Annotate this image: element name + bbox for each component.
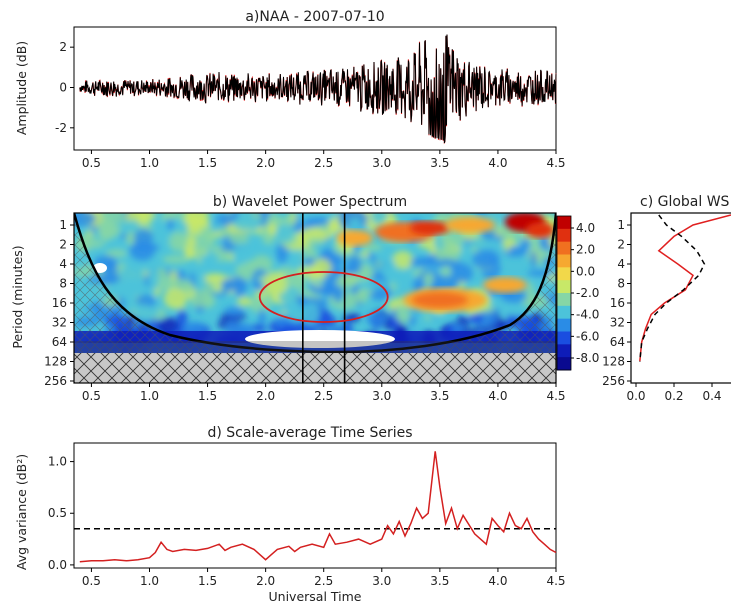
panel-c-red-series	[639, 214, 731, 362]
panel-b-title: b) Wavelet Power Spectrum	[213, 194, 407, 210]
panel-b-heatmap	[74, 213, 556, 383]
colorbar-segment	[557, 216, 571, 230]
colorbar-tick: 2.0	[576, 243, 595, 257]
colorbar-tick: -6.0	[576, 329, 599, 343]
panel-a-ytick: 0	[59, 80, 67, 94]
panel-a-xtick: 1.5	[198, 156, 217, 170]
panel-b-xtick: 2.0	[256, 389, 275, 403]
colorbar-tick: 4.0	[576, 221, 595, 235]
panel-a-xtick: 3.0	[372, 156, 391, 170]
panel-b-ytick: 8	[59, 277, 67, 291]
panel-c-xtick: 0.0	[626, 389, 645, 403]
panel-c-ytick: 256	[602, 374, 625, 388]
panel-a-ytick: 2	[59, 40, 67, 54]
panel-b-xtick: 1.5	[198, 389, 217, 403]
colorbar-segment	[557, 280, 571, 294]
panel-b-ytick: 32	[52, 316, 67, 330]
panel-c-frame	[630, 212, 731, 384]
panel-a-xtick: 3.5	[430, 156, 449, 170]
panel-d-frame	[73, 442, 557, 569]
panel-c-xtick: 0.4	[702, 389, 721, 403]
panel-c-title: c) Global WS	[640, 194, 730, 210]
panel-c-ytick: 32	[610, 316, 625, 330]
panel-a-black-series	[79, 34, 557, 144]
panel-b-hatch-band	[74, 353, 556, 383]
panel-a-xtick: 2.5	[314, 156, 333, 170]
panel-a-xtick: 4.0	[488, 156, 507, 170]
panel-d-ytick: 0.0	[48, 558, 67, 572]
panel-b: 1 2 4 8 16 32 64 128 256 0.5 1.0 1.5 2.0 2.5 3.0 3.5 4.0…	[44, 212, 599, 403]
panel-b-ytick: 2	[59, 238, 67, 252]
panel-d-xtick: 4.0	[488, 574, 507, 588]
panel-a-title: a)NAA - 2007-07-10	[245, 9, 384, 25]
panel-d-xtick: 0.5	[82, 574, 101, 588]
panel-c-ytick: 128	[602, 355, 625, 369]
panel-d-xtick: 1.5	[198, 574, 217, 588]
panel-d-ytick: 0.5	[48, 506, 67, 520]
panel-d-xtick: 4.5	[546, 574, 565, 588]
colorbar-segment	[557, 305, 571, 320]
panel-c-ytick: 2	[617, 238, 625, 252]
panel-c-ytick: 64	[610, 335, 625, 349]
panel-b-xtick: 2.5	[314, 389, 333, 403]
panel-a: 0.5 1.0 1.5 2.0 2.5 3.0 3.5 4.0 4.5 -2 0 2	[55, 26, 566, 170]
panel-d-ytick: 1.0	[48, 455, 67, 469]
panel-d-xtick: 2.5	[314, 574, 333, 588]
colorbar-segment	[557, 344, 571, 358]
panel-a-ylabel: Amplitude (dB)	[14, 41, 29, 135]
colorbar-tick: -2.0	[576, 286, 599, 300]
panel-b-xtick: 0.5	[82, 389, 101, 403]
colorbar-segment	[557, 318, 571, 332]
panel-b-ytick: 128	[44, 355, 67, 369]
panel-d-xlabel: Universal Time	[269, 589, 362, 604]
colorbar-tick: 0.0	[576, 264, 595, 278]
colorbar-segment	[557, 254, 571, 268]
colorbar-segment	[557, 241, 571, 255]
panel-d-xtick: 2.0	[256, 574, 275, 588]
panel-b-ylabel: Period (minutes)	[10, 245, 25, 348]
panel-a-ytick: -2	[55, 121, 67, 135]
panel-d-xtick: 1.0	[140, 574, 159, 588]
panel-a-xtick: 2.0	[256, 156, 275, 170]
panel-c-xtick: 0.2	[664, 389, 683, 403]
colorbar-tick: -8.0	[576, 351, 599, 365]
panel-c-ytick: 8	[617, 277, 625, 291]
panel-b-ytick: 64	[52, 335, 67, 349]
colorbar-segment	[557, 331, 571, 345]
panel-d: 0.5 1.0 1.5 2.0 2.5 3.0 3.5 4.0 4.5 0.0 0.5 1.0	[48, 442, 566, 588]
panel-b-coi-line	[74, 213, 556, 354]
panel-d-xtick: 3.0	[372, 574, 391, 588]
panel-b-frame	[73, 212, 557, 384]
panel-b-xtick: 3.0	[372, 389, 391, 403]
panel-b-xtick: 4.0	[488, 389, 507, 403]
panel-b-xtick: 3.5	[430, 389, 449, 403]
panel-b-ytick: 4	[59, 257, 67, 271]
colorbar-segment	[557, 357, 571, 371]
panel-c-ytick: 16	[610, 296, 625, 310]
colorbar-segment	[557, 267, 571, 281]
panel-a-xtick: 1.0	[140, 156, 159, 170]
panel-d-xtick: 3.5	[430, 574, 449, 588]
panel-c-ytick: 1	[617, 218, 625, 232]
colorbar-tick: -4.0	[576, 308, 599, 322]
colorbar-segment	[557, 228, 571, 243]
panel-c-ytick: 4	[617, 257, 625, 271]
panel-b-xtick: 1.0	[140, 389, 159, 403]
panel-b-xtick: 4.5	[546, 389, 565, 403]
panel-b-ytick: 1	[59, 218, 67, 232]
panel-a-xtick: 4.5	[546, 156, 565, 170]
panel-b-ytick: 256	[44, 374, 67, 388]
panel-a-xtick: 0.5	[82, 156, 101, 170]
panel-b-highlight-ellipse	[258, 271, 389, 323]
panel-d-title: d) Scale-average Time Series	[207, 425, 412, 441]
panel-d-series	[79, 451, 557, 563]
panel-d-ylabel: Avg variance (dB²)	[14, 454, 29, 570]
panel-b-ytick: 16	[52, 296, 67, 310]
colorbar-segment	[557, 293, 571, 307]
panel-c-dashed-series	[639, 214, 706, 362]
